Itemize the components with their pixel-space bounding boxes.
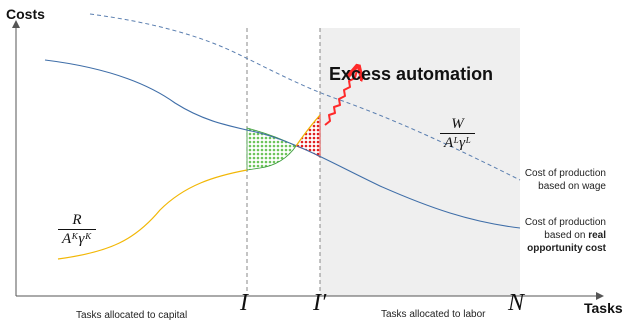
wage-cost-curve (89, 13, 521, 181)
tick-label-I: I (240, 290, 248, 316)
capital-cost-curve-extension (295, 114, 321, 147)
real-cost-curve (44, 59, 521, 229)
rental-ratio-denominator: Aᴷγᴷ (58, 229, 96, 248)
real-curve-label: Cost of production based on real opportu… (512, 216, 606, 255)
rental-ratio-formula: R Aᴷγᴷ (58, 212, 96, 248)
capital-cost-curve (57, 169, 248, 260)
wage-ratio-formula: W Aᴸγᴸ (440, 116, 476, 152)
wage-curve-label: Cost of production based on wage (522, 167, 606, 193)
green-dotted-region (246, 127, 297, 171)
real-curve-label-bold: real (588, 230, 606, 241)
excess-automation-arrow (324, 70, 357, 126)
rental-ratio-numerator: R (72, 212, 82, 228)
tick-label-N: N (508, 290, 525, 316)
wage-ratio-numerator: W (451, 116, 464, 132)
wage-curve-label-line1: Cost of production (524, 168, 606, 179)
tick-label-I-prime: I′ (313, 290, 327, 316)
real-curve-label-line3: opportunity cost (527, 243, 606, 254)
wage-ratio-denominator: Aᴸγᴸ (440, 133, 476, 152)
y-axis-label: Costs (6, 6, 45, 22)
wage-curve-label-line2: based on wage (538, 181, 606, 192)
real-curve-label-prefix: based on (544, 230, 586, 241)
real-curve-label-line2: based on real (512, 229, 606, 242)
labor-region-label: Tasks allocated to labor (381, 309, 486, 320)
excess-automation-label: Excess automation (329, 64, 494, 84)
capital-region-label: Tasks allocated to capital (76, 310, 188, 321)
real-curve-label-line1: Cost of production (524, 217, 606, 228)
x-axis-label: Tasks (584, 300, 623, 316)
